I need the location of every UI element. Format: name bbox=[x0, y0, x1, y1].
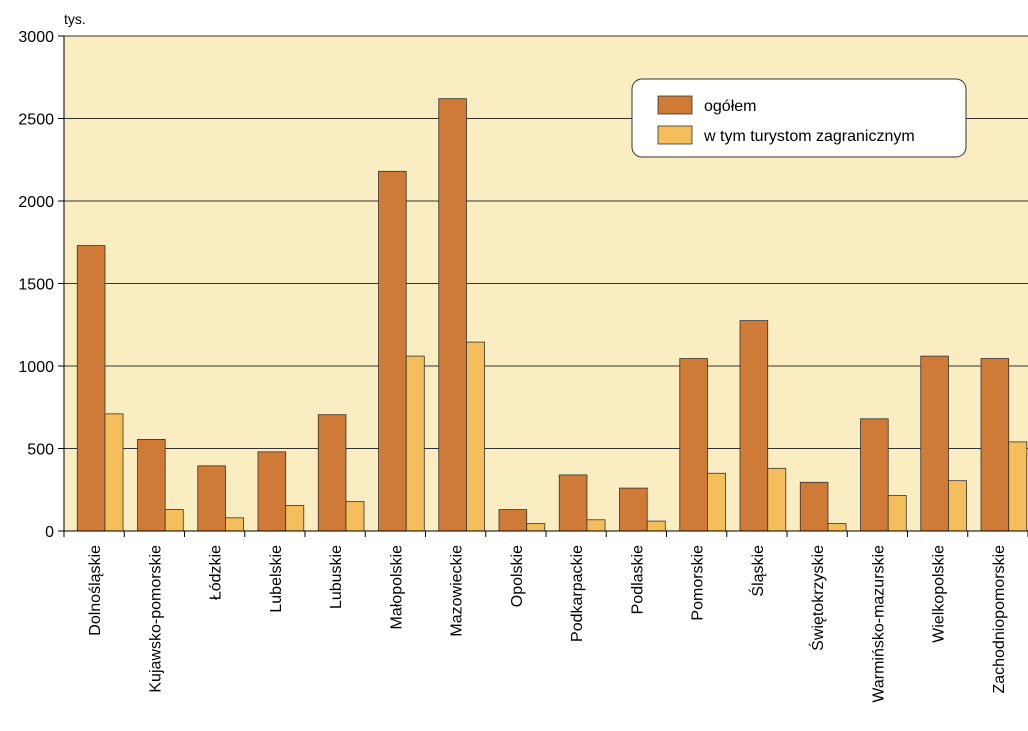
bar-zagraniczni bbox=[646, 520, 666, 532]
bar-zagraniczni bbox=[526, 523, 546, 532]
y-tick-label: 0 bbox=[45, 524, 54, 541]
y-tick-label: 1500 bbox=[18, 277, 54, 294]
x-tick-label: Lubuskie bbox=[328, 545, 345, 609]
x-tick-label: Mazowieckie bbox=[449, 545, 466, 637]
y-tick-label: 2000 bbox=[18, 194, 54, 211]
bar-ogolem bbox=[438, 98, 467, 532]
bar-zagraniczni bbox=[707, 472, 726, 532]
x-tick-label: Wielkopolskie bbox=[931, 545, 948, 643]
bar-zagraniczni bbox=[225, 517, 244, 532]
bar-ogolem bbox=[619, 487, 648, 532]
x-tick-label: Śląskie bbox=[748, 545, 767, 597]
bar-zagraniczni bbox=[1008, 441, 1028, 532]
bar-ogolem bbox=[739, 320, 769, 532]
legend-label-ogolem: ogółem bbox=[704, 98, 756, 115]
bar-ogolem bbox=[317, 414, 347, 532]
bar-zagraniczni bbox=[345, 501, 365, 532]
bar-zagraniczni bbox=[767, 467, 787, 532]
bar-zagraniczni bbox=[827, 523, 847, 532]
y-unit-label: tys. bbox=[64, 11, 86, 27]
bar-zagraniczni bbox=[586, 519, 606, 532]
x-tick-label: Świętokrzyskie bbox=[808, 545, 827, 651]
legend-swatch-zagraniczni bbox=[657, 125, 693, 145]
bar-zagraniczni bbox=[887, 495, 907, 532]
x-tick-label: Opolskie bbox=[509, 545, 526, 607]
bar-zagraniczni bbox=[104, 413, 124, 532]
bar-ogolem bbox=[679, 358, 708, 532]
y-tick-label: 1000 bbox=[18, 359, 54, 376]
bars bbox=[76, 98, 1028, 532]
bar-ogolem bbox=[498, 509, 528, 532]
bar-ogolem bbox=[799, 481, 829, 532]
bar-zagraniczni bbox=[466, 341, 485, 532]
bar-ogolem bbox=[257, 451, 287, 532]
x-tick-label: Lubelskie bbox=[268, 545, 285, 613]
x-tick-label: Małopolskie bbox=[388, 545, 405, 630]
axes bbox=[58, 35, 1028, 537]
legend-swatch-ogolem bbox=[657, 95, 693, 115]
legend-label-zagraniczni: w tym turystom zagranicznym bbox=[703, 128, 915, 145]
x-tick-label: Podkarpackie bbox=[569, 545, 586, 642]
bar-ogolem bbox=[980, 358, 1010, 532]
x-tick-label: Warmińsko-mazurskie bbox=[870, 545, 887, 703]
legend: ogółem w tym turystom zagranicznym bbox=[631, 78, 967, 158]
gridlines bbox=[64, 35, 1028, 449]
bar-zagraniczni bbox=[164, 509, 184, 532]
bar-zagraniczni bbox=[285, 505, 305, 532]
x-tick-label: Zachodniopomorskie bbox=[991, 545, 1008, 694]
bar-ogolem bbox=[197, 465, 226, 532]
x-tick-label: Łódzkie bbox=[208, 545, 225, 600]
bar-ogolem bbox=[920, 355, 949, 532]
bar-ogolem bbox=[558, 474, 588, 532]
bar-ogolem bbox=[76, 245, 106, 532]
legend-box bbox=[631, 78, 967, 158]
x-tick-labels: Dolnośląskie Kujawsko-pomorskie Łódzkie Lub… bbox=[87, 545, 1008, 703]
x-tick-label: Dolnośląskie bbox=[87, 545, 104, 636]
bar-zagraniczni bbox=[405, 355, 425, 532]
bar-ogolem bbox=[137, 439, 166, 532]
x-tick-label: Pomorskie bbox=[690, 545, 707, 621]
bar-ogolem bbox=[860, 418, 889, 532]
y-tick-labels: 0 500 1000 1500 2000 2500 3000 bbox=[18, 29, 54, 541]
bar-zagraniczni bbox=[948, 480, 967, 532]
bar-ogolem bbox=[378, 170, 407, 532]
y-tick-label: 2500 bbox=[18, 112, 54, 129]
x-tick-label: Podlaskie bbox=[629, 545, 646, 614]
y-tick-label: 3000 bbox=[18, 29, 54, 46]
y-tick-label: 500 bbox=[27, 442, 54, 459]
x-tick-label: Kujawsko-pomorskie bbox=[147, 545, 164, 693]
